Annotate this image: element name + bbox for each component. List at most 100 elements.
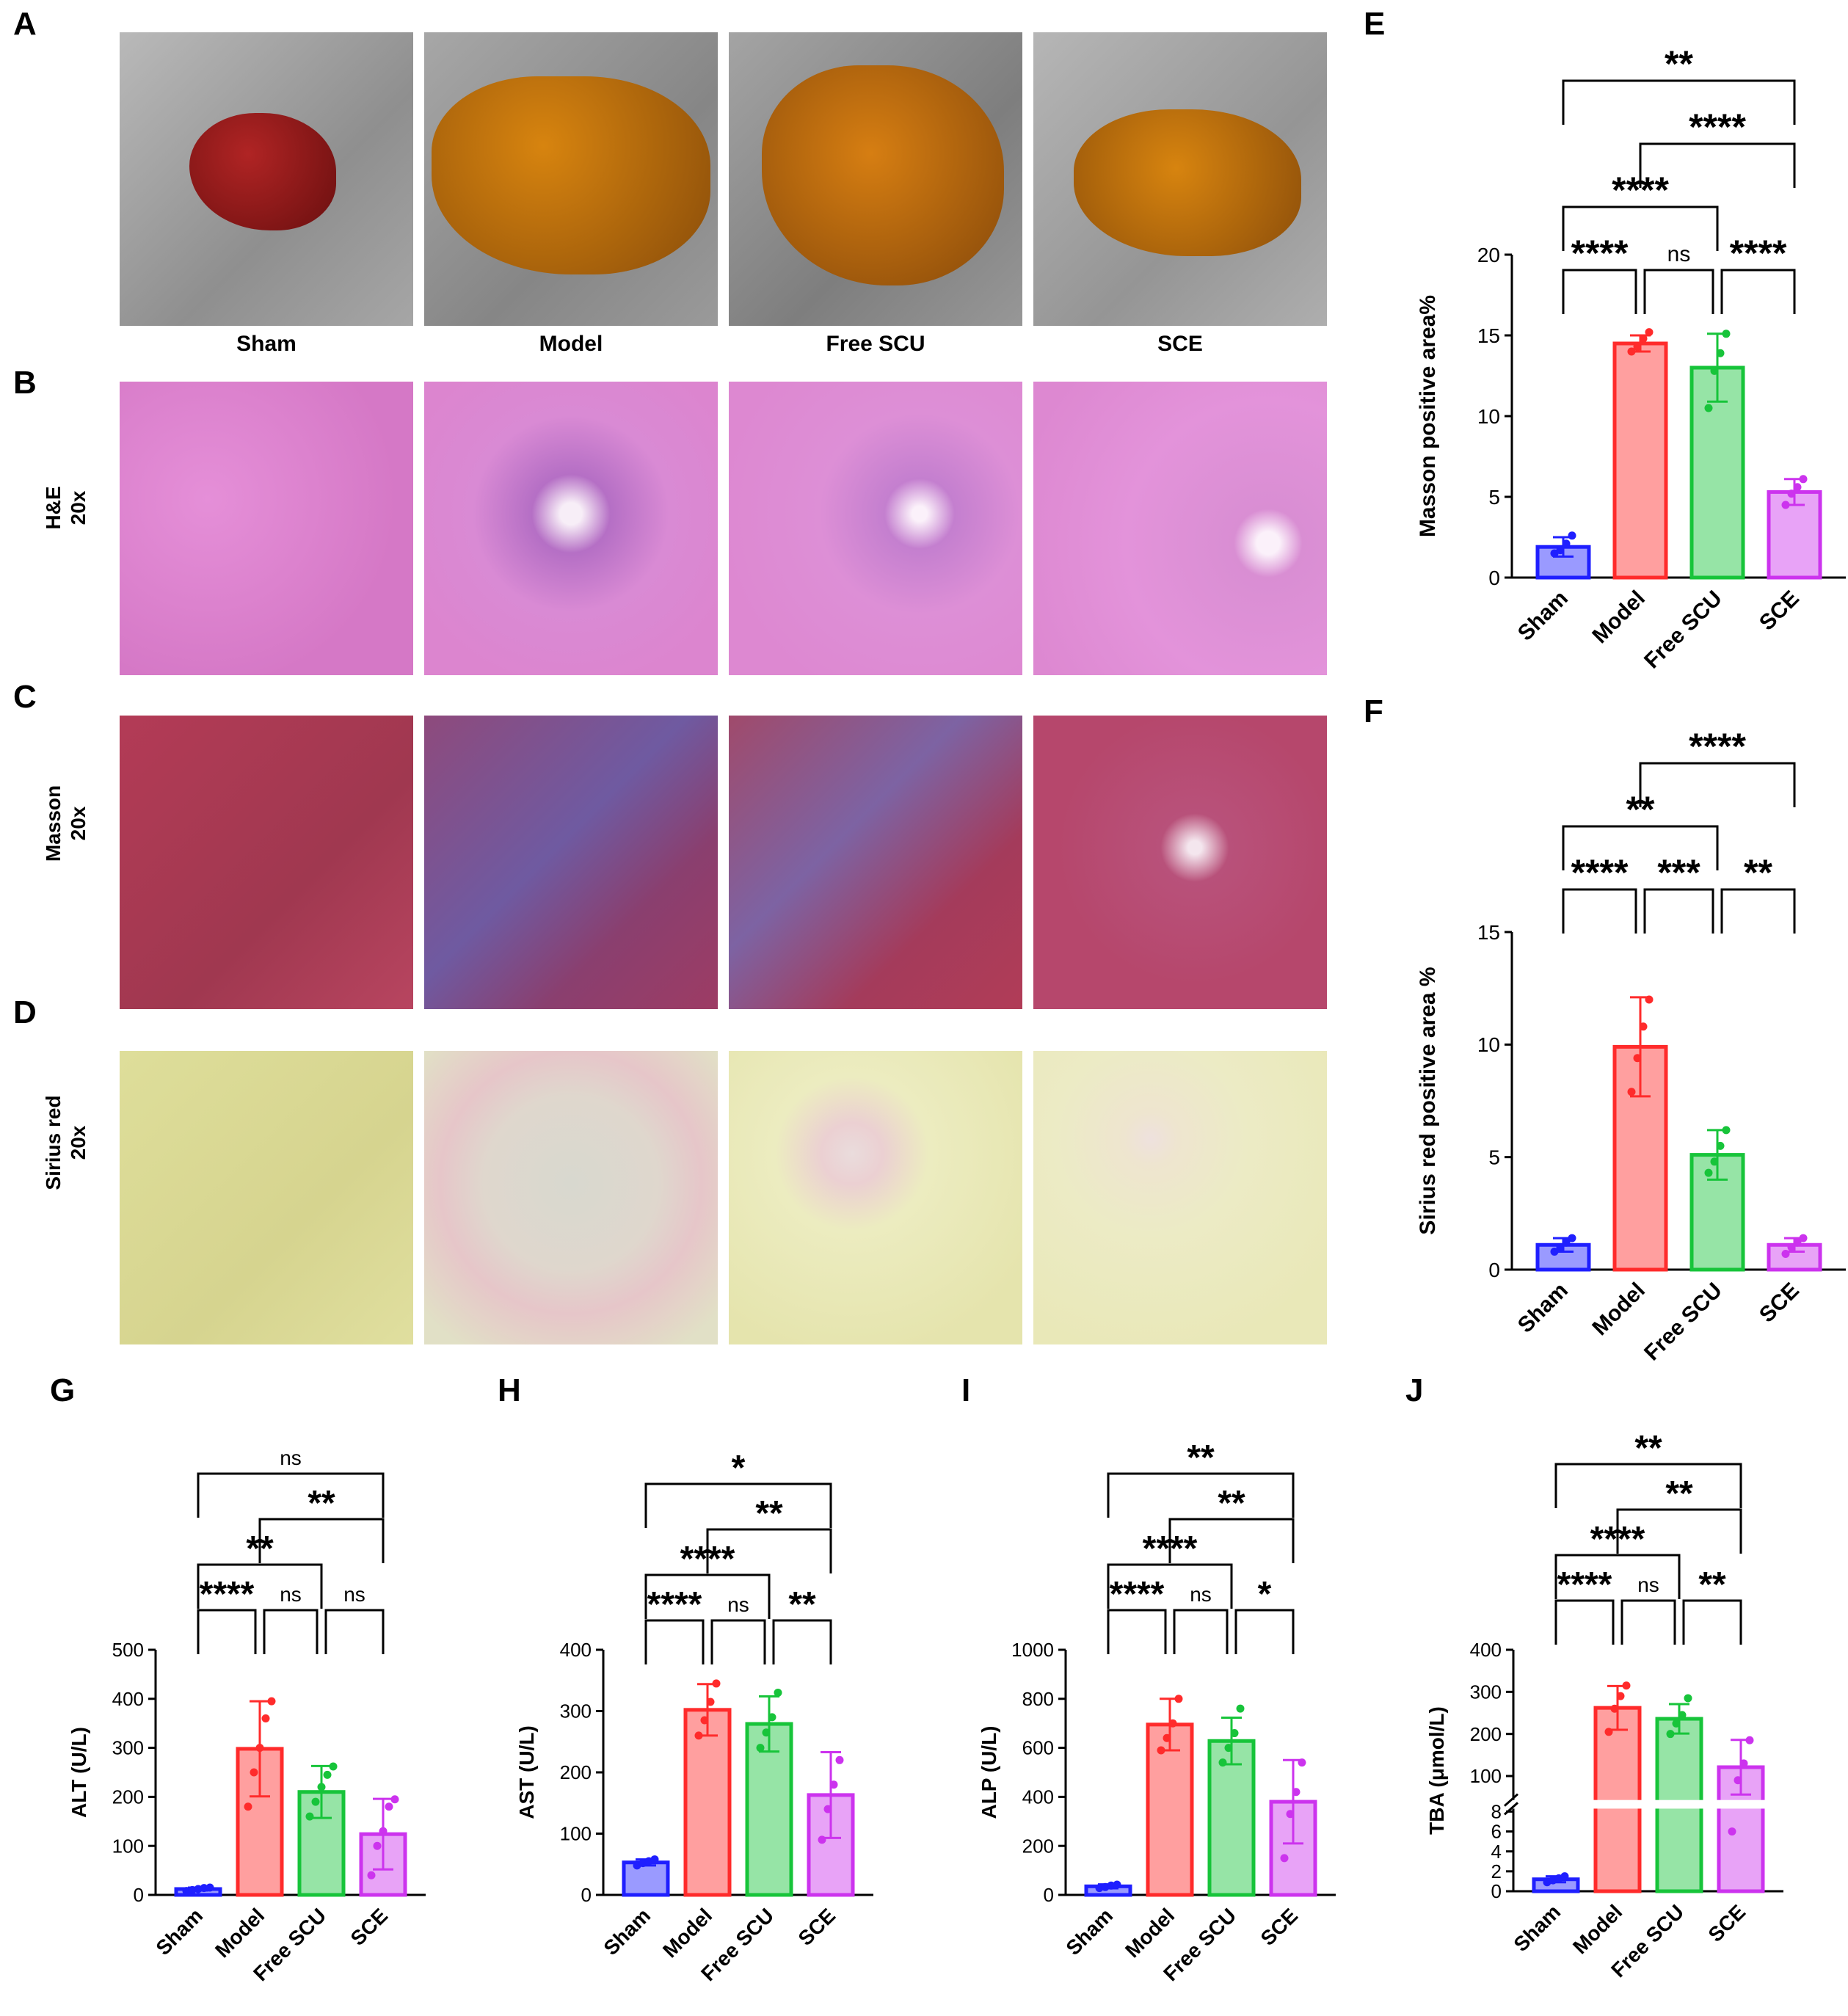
panel-letter-h: H xyxy=(498,1372,521,1408)
x-tick-label: Sham xyxy=(599,1904,655,1959)
data-point xyxy=(1610,1704,1619,1713)
significance-bracket xyxy=(1639,762,1796,807)
masson-image-model xyxy=(424,716,718,1009)
significance-bracket xyxy=(1639,142,1796,188)
data-point xyxy=(1604,1728,1613,1736)
data-point xyxy=(1716,1141,1725,1150)
significance-label: **** xyxy=(1590,1520,1645,1559)
x-tick-label: Model xyxy=(1587,1278,1650,1341)
data-point xyxy=(379,1827,388,1835)
x-tick-label: SCE xyxy=(1704,1900,1750,1946)
data-point xyxy=(1734,1776,1742,1785)
data-point xyxy=(1710,1157,1719,1166)
significance-bracket xyxy=(258,1518,385,1563)
data-point xyxy=(1113,1880,1121,1889)
caption-model: Model xyxy=(539,332,603,356)
data-point xyxy=(1716,349,1725,357)
data-point xyxy=(1568,531,1576,540)
masson-image-sham xyxy=(120,716,413,1009)
data-point xyxy=(205,1883,214,1892)
sirius-image-free-scu xyxy=(729,1051,1022,1344)
he-image-sham xyxy=(120,382,413,675)
y-axis-label: Masson positive area% xyxy=(1416,295,1440,537)
data-point xyxy=(1236,1704,1245,1713)
y-tick-label: 2 xyxy=(1491,1860,1502,1882)
significance-label: ** xyxy=(1665,43,1693,84)
data-point xyxy=(200,1884,208,1893)
y-axis-label: AST (U/L) xyxy=(515,1725,538,1819)
significance-label: **** xyxy=(1689,726,1746,767)
significance-bracket xyxy=(1107,1563,1233,1609)
data-point xyxy=(1704,404,1713,412)
significance-bracket xyxy=(1562,269,1637,314)
significance-label: **** xyxy=(1612,170,1669,211)
y-tick-label: 15 xyxy=(1477,324,1500,347)
data-point xyxy=(1298,1758,1306,1767)
data-point xyxy=(1286,1810,1295,1819)
significance-label: ** xyxy=(1218,1484,1245,1523)
data-point xyxy=(1562,539,1571,548)
x-tick-label: Free SCU xyxy=(1640,586,1727,674)
panel-letter-f: F xyxy=(1364,694,1383,729)
data-point xyxy=(1280,1854,1289,1863)
data-point xyxy=(1174,1695,1183,1703)
y-tick-label: 15 xyxy=(1477,921,1500,944)
data-point xyxy=(1163,1733,1171,1742)
y-tick-label: 100 xyxy=(1470,1765,1502,1787)
significance-label: ns xyxy=(280,1447,302,1469)
y-tick-label: 300 xyxy=(1470,1681,1502,1703)
data-point xyxy=(1645,995,1654,1004)
data-point xyxy=(1793,1238,1802,1247)
significance-label: ** xyxy=(1634,1429,1662,1468)
significance-bracket xyxy=(1562,79,1796,125)
x-tick-label: SCE xyxy=(1755,586,1804,636)
axis-break-mark xyxy=(1504,1793,1518,1807)
significance-label: **** xyxy=(1571,852,1629,893)
y-tick-label: 10 xyxy=(1477,1033,1500,1056)
sirius-image-sce xyxy=(1033,1051,1327,1344)
data-point xyxy=(1645,328,1654,337)
y-axis-label: Sirius red positive area % xyxy=(1416,967,1440,1234)
x-tick-label: Model xyxy=(211,1904,269,1962)
data-point xyxy=(1678,1711,1687,1720)
y-tick-label: 500 xyxy=(112,1639,144,1661)
data-point xyxy=(1710,366,1719,375)
significance-label: ** xyxy=(1626,789,1655,830)
significance-bracket xyxy=(1562,205,1719,251)
data-point xyxy=(1787,490,1796,498)
x-tick-label: Sham xyxy=(1513,586,1573,646)
bar-model xyxy=(683,1708,732,1897)
chart-f: 0 5 10 15 Sirius red positive area % Sham Mode… xyxy=(1416,726,1846,1365)
significance-label: ** xyxy=(1187,1438,1215,1477)
y-tick-label: 20 xyxy=(1477,244,1500,266)
data-point xyxy=(1633,342,1642,351)
data-point xyxy=(706,1697,715,1706)
significance-bracket xyxy=(1554,1554,1681,1599)
data-point xyxy=(1627,347,1636,356)
y-axis-label: ALT (U/L) xyxy=(68,1727,90,1818)
caption-sce: SCE xyxy=(1157,332,1203,356)
caption-sham: Sham xyxy=(236,332,297,356)
data-point xyxy=(762,1728,771,1737)
significance-label: ns xyxy=(280,1583,302,1606)
significance-label: ns xyxy=(1190,1583,1212,1606)
masson-image-free-scu xyxy=(729,716,1022,1009)
data-point xyxy=(1550,549,1559,558)
significance-bracket xyxy=(197,1609,257,1654)
data-point xyxy=(329,1762,338,1771)
sirius-image-sham xyxy=(120,1051,413,1344)
masson-image-sce xyxy=(1033,716,1327,1009)
significance-label: ns xyxy=(1667,242,1691,266)
axis-break-gap xyxy=(1509,1800,1786,1809)
significance-label: ** xyxy=(788,1585,816,1624)
significance-bracket xyxy=(1643,269,1714,314)
y-tick-label: 200 xyxy=(1470,1723,1502,1745)
y-tick-label: 100 xyxy=(560,1823,592,1845)
x-tick-label: SCE xyxy=(346,1904,393,1950)
bar-sham xyxy=(622,1860,670,1897)
significance-label: **** xyxy=(200,1575,255,1614)
y-tick-label: 200 xyxy=(112,1786,144,1808)
data-point xyxy=(700,1716,709,1725)
